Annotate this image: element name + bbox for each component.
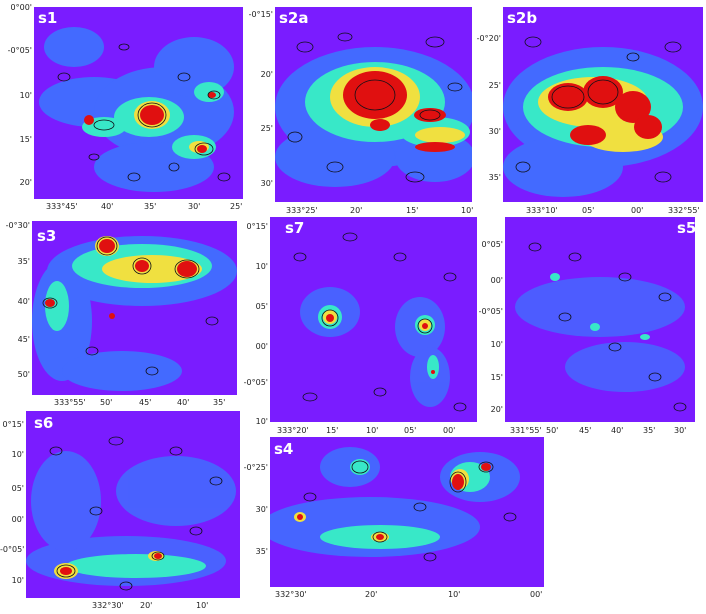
ytick: 25' (260, 124, 273, 133)
map-s5 (505, 217, 695, 422)
panel-label-s2b: s2b (507, 9, 538, 27)
ytick: 10' (255, 417, 268, 426)
map-s4 (270, 437, 544, 587)
ytick: -0°05' (0, 545, 25, 554)
map-s2a (275, 7, 472, 202)
emission-map-s2b (503, 36, 703, 197)
ytick: 50' (17, 370, 30, 379)
xtick: 35' (144, 202, 157, 211)
ytick: 0°05' (481, 240, 503, 249)
ytick: -0°20' (476, 34, 501, 43)
ytick: -0°25' (243, 463, 268, 472)
ytick: -0°05' (243, 378, 268, 387)
xtick: 333°25' (286, 206, 318, 215)
ytick: -0°30' (5, 221, 30, 230)
emission-map-s6 (26, 436, 236, 591)
ytick: 0°15' (246, 222, 268, 231)
emission-map-s5 (515, 242, 687, 412)
ytick: 15' (490, 373, 503, 382)
xtick: 00' (443, 426, 456, 435)
panel-label-s4: s4 (274, 440, 294, 458)
xtick: 30' (188, 202, 201, 211)
xtick: 50' (100, 398, 113, 407)
map-s1 (34, 7, 243, 199)
map-s7 (270, 217, 477, 422)
xtick: 45' (579, 426, 592, 435)
panel-label-s5: s5 (677, 219, 697, 237)
ytick: 05' (255, 302, 268, 311)
xtick: 25' (230, 202, 243, 211)
xtick: 332°55' (668, 206, 700, 215)
ytick: 20' (490, 405, 503, 414)
xtick: 20' (140, 601, 153, 610)
xtick: 15' (406, 206, 419, 215)
xtick: 333°10' (526, 206, 558, 215)
xtick: 05' (582, 206, 595, 215)
xtick: 332°30' (275, 590, 307, 599)
emission-map-s4 (270, 447, 520, 562)
emission-map-s7 (293, 232, 467, 412)
xtick: 40' (611, 426, 624, 435)
emission-map-s3 (32, 236, 237, 391)
emission-map-s2a (275, 32, 472, 187)
xtick: 333°20' (277, 426, 309, 435)
map-s3 (32, 221, 237, 395)
ytick: 30' (488, 127, 501, 136)
ytick: 30' (260, 179, 273, 188)
ytick: 35' (255, 547, 268, 556)
ytick: 45' (17, 335, 30, 344)
xtick: 40' (177, 398, 190, 407)
ytick: 05' (11, 484, 24, 493)
xtick: 333°45' (46, 202, 78, 211)
ytick: 30' (255, 505, 268, 514)
xtick: 00' (530, 590, 543, 599)
ytick: -0°15' (248, 10, 273, 19)
xtick: 05' (404, 426, 417, 435)
ytick: 40' (17, 297, 30, 306)
ytick: 35' (17, 257, 30, 266)
ytick: 35' (488, 173, 501, 182)
xtick: 30' (674, 426, 687, 435)
ytick: 10' (490, 340, 503, 349)
ytick: 00' (490, 276, 503, 285)
xtick: 40' (101, 202, 114, 211)
ytick: 00' (255, 342, 268, 351)
xtick: 15' (326, 426, 339, 435)
panel-label-s6: s6 (34, 414, 54, 432)
xtick: 50' (546, 426, 559, 435)
xtick: 35' (213, 398, 226, 407)
map-s6 (26, 411, 240, 598)
xtick: 10' (366, 426, 379, 435)
ytick: 10' (255, 262, 268, 271)
xtick: 35' (643, 426, 656, 435)
xtick: 45' (139, 398, 152, 407)
ytick: 0°00' (10, 3, 32, 12)
ytick: 20' (19, 178, 32, 187)
ytick: 10' (11, 576, 24, 585)
emission-map-s1 (39, 27, 234, 192)
panel-label-s3: s3 (37, 227, 57, 245)
ytick: 20' (260, 70, 273, 79)
xtick: 331°55' (510, 426, 542, 435)
xtick: 332°30' (92, 601, 124, 610)
ytick: 00' (11, 515, 24, 524)
xtick: 20' (365, 590, 378, 599)
xtick: 10' (196, 601, 209, 610)
panel-label-s7: s7 (285, 219, 305, 237)
xtick: 10' (448, 590, 461, 599)
xtick: 10' (461, 206, 474, 215)
map-s2b (503, 7, 703, 202)
ytick: 15' (19, 135, 32, 144)
xtick: 00' (631, 206, 644, 215)
xtick: 333°55' (54, 398, 86, 407)
xtick: 20' (350, 206, 363, 215)
panel-label-s2a: s2a (279, 9, 309, 27)
ytick: 0°15' (2, 420, 24, 429)
ytick: 10' (19, 91, 32, 100)
ytick: 25' (488, 81, 501, 90)
ytick: -0°05' (7, 46, 32, 55)
panel-label-s1: s1 (38, 9, 58, 27)
ytick: -0°05' (478, 307, 503, 316)
ytick: 10' (11, 450, 24, 459)
